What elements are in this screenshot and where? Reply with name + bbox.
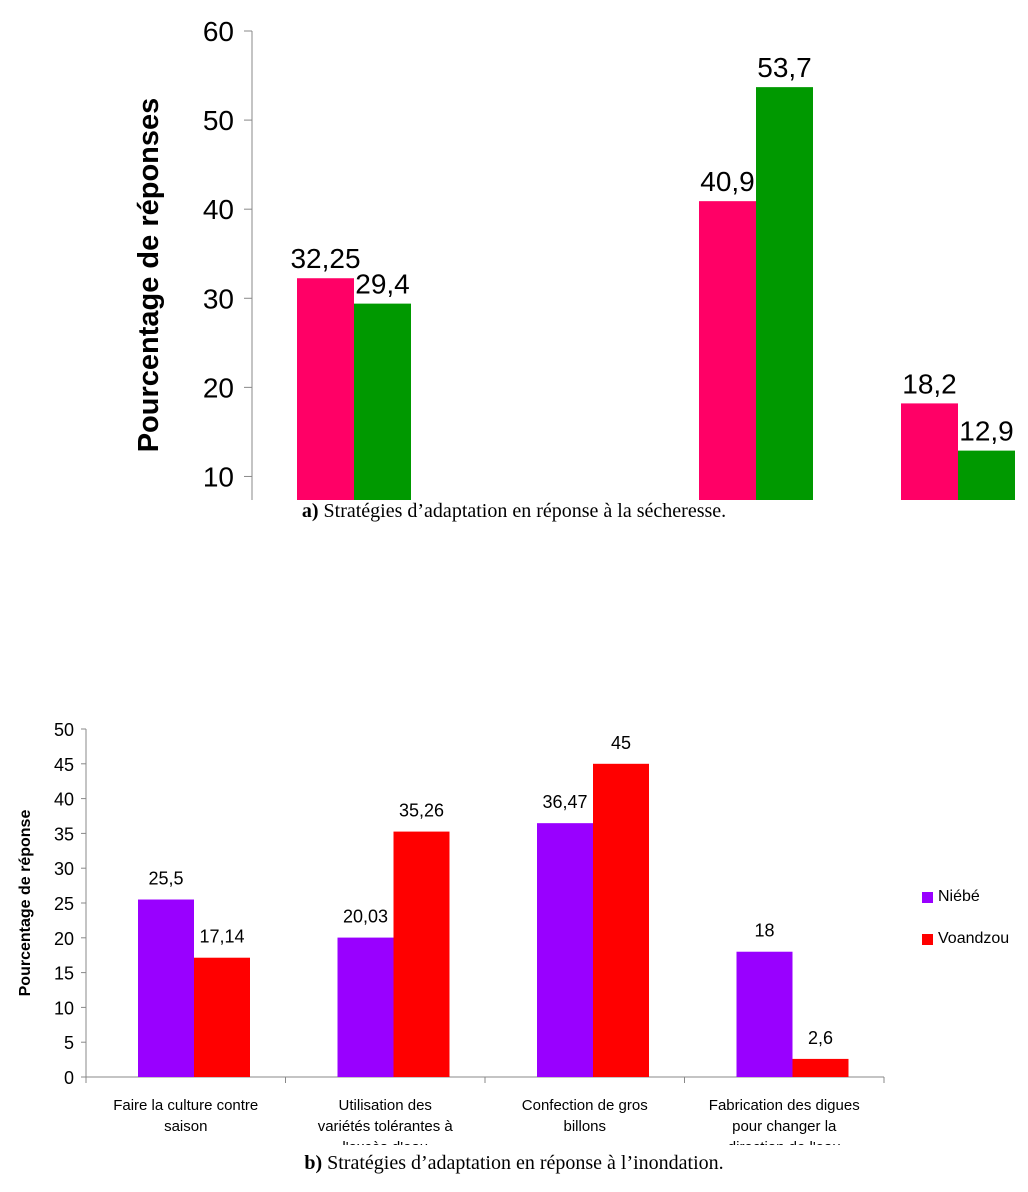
x-category-label: billons	[563, 1118, 606, 1135]
data-label: 40,9	[700, 166, 755, 197]
y-tick-label: 50	[203, 105, 234, 136]
bar-nib	[337, 937, 394, 1077]
chart-b-legend: Niébé Voandzou	[922, 886, 1009, 970]
y-tick-label: 20	[203, 372, 234, 403]
y-tick-label: 35	[54, 824, 74, 844]
chart-b-container: 0 5 10 15 20 25 30 35 40 45 50 Pourcentage de répon…	[0, 690, 1028, 1192]
chart-a-caption-prefix: a)	[301, 500, 319, 522]
chart-a-caption-text: Stratégies d’adaptation en réponse à la …	[318, 500, 727, 522]
bar-series2	[354, 303, 411, 500]
data-label: 32,25	[290, 243, 360, 274]
legend-swatch-voandzou	[922, 933, 933, 945]
y-tick-label: 10	[203, 461, 234, 492]
x-category-label: Confection de gros	[522, 1097, 648, 1114]
y-tick-label: 30	[203, 283, 234, 314]
y-tick-label: 10	[54, 998, 74, 1018]
chart-b-caption-prefix: b)	[304, 1152, 323, 1174]
x-category-label: l'excès d'eau	[342, 1139, 428, 1145]
data-label: 20,03	[343, 907, 388, 927]
x-category-label: saison	[164, 1118, 207, 1135]
data-label: 25,5	[148, 869, 183, 889]
y-axis-title: Pourcentage de réponses	[133, 98, 165, 453]
data-label: 35,26	[399, 801, 444, 821]
x-category-label: pour changer la	[732, 1118, 837, 1135]
y-tick-label: 15	[54, 964, 74, 984]
chart-a-container: 10 20 30 40 50 60 Pourcentage de réponses 32,25…	[0, 0, 1028, 560]
y-tick-label: 25	[54, 894, 74, 914]
data-label: 2,6	[808, 1028, 833, 1048]
legend-item-voandzou: Voandzou	[922, 928, 1009, 950]
chart-a-caption: a) Stratégies d’adaptation en réponse à …	[0, 500, 1028, 523]
data-label: 18,2	[902, 368, 957, 399]
legend-swatch-niebe	[922, 891, 933, 903]
data-label: 29,4	[355, 269, 410, 300]
bar-series1	[699, 201, 756, 500]
data-label: 18	[754, 921, 774, 941]
y-tick-label: 40	[54, 790, 74, 810]
bar-voandzou	[194, 957, 250, 1077]
x-category-label: variétés tolérantes à	[318, 1118, 454, 1135]
chart-b-caption-text: Stratégies d’adaptation en réponse à l’i…	[322, 1152, 724, 1174]
y-tick-label: 50	[54, 720, 74, 740]
y-axis-title: Pourcentage de réponse	[17, 810, 34, 997]
x-category-label: Faire la culture contre	[113, 1097, 258, 1114]
legend-label-voandzou: Voandzou	[938, 930, 1010, 947]
bar-series2	[958, 450, 1015, 500]
y-tick-label: 60	[203, 16, 234, 47]
bar-voandzou	[393, 831, 450, 1077]
bar-voandzou	[593, 763, 649, 1077]
y-tick-label: 45	[54, 755, 74, 775]
chart-b: 0 5 10 15 20 25 30 35 40 45 50 Pourcentage de répon…	[17, 720, 885, 1145]
legend-item-niebe: Niébé	[922, 886, 1009, 908]
x-category-label: direction de l'eau	[728, 1139, 841, 1145]
chart-a: 10 20 30 40 50 60 Pourcentage de réponses 32,25…	[133, 16, 1015, 500]
data-label: 12,9	[959, 416, 1014, 447]
data-label: 2,08	[471, 499, 526, 500]
data-label: 36,47	[542, 792, 587, 812]
bar-series1	[901, 403, 958, 500]
bar-series2	[756, 87, 813, 500]
bar-nib	[537, 823, 593, 1077]
bar-nib	[736, 951, 793, 1077]
x-category-label: Fabrication des digues	[709, 1097, 860, 1114]
y-tick-label: 0	[64, 1068, 74, 1088]
y-tick-label: 30	[54, 859, 74, 879]
y-tick-label: 20	[54, 929, 74, 949]
x-category-label: Utilisation des	[339, 1097, 432, 1114]
y-tick-label: 40	[203, 194, 234, 225]
data-label: 17,14	[199, 927, 244, 947]
bar-nib	[138, 899, 194, 1077]
y-tick-label: 5	[64, 1033, 74, 1053]
legend-label-niebe: Niébé	[938, 888, 980, 905]
chart-b-caption: b) Stratégies d’adaptation en réponse à …	[0, 1152, 1028, 1175]
data-label: 53,7	[757, 52, 812, 83]
bar-voandzou	[792, 1058, 849, 1077]
data-label: 45	[611, 733, 631, 753]
bar-series1	[297, 278, 354, 500]
